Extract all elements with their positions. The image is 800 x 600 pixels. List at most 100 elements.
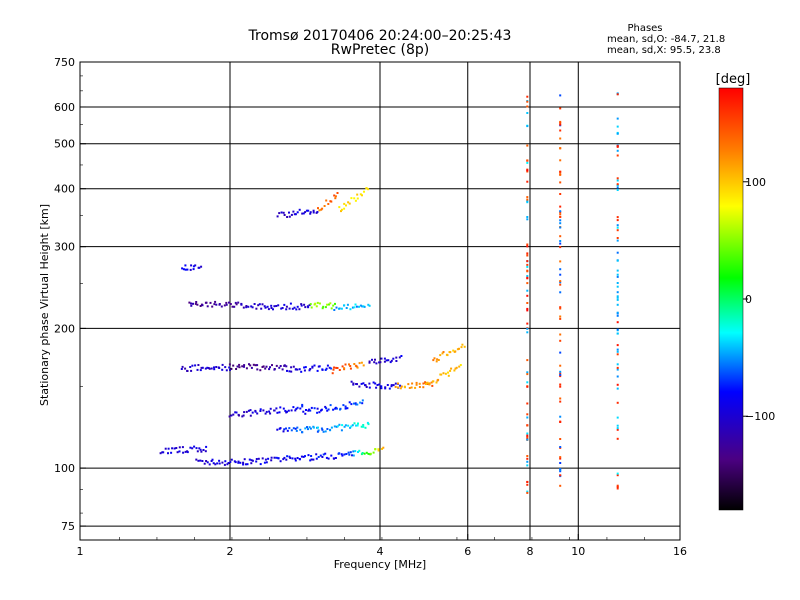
data-point: [285, 305, 288, 308]
data-point: [340, 210, 342, 213]
data-point: [526, 481, 529, 483]
data-point: [319, 454, 322, 457]
data-point: [381, 447, 383, 450]
data-point: [307, 209, 310, 212]
data-point: [250, 462, 253, 465]
data-point: [343, 453, 346, 456]
data-point: [218, 367, 221, 369]
data-point: [326, 303, 329, 306]
data-point: [361, 305, 364, 308]
data-point: [200, 265, 203, 268]
data-point: [356, 197, 359, 200]
data-point: [318, 209, 321, 212]
data-point: [321, 428, 324, 431]
data-point: [285, 458, 288, 461]
data-point: [292, 406, 295, 409]
data-point: [559, 147, 562, 150]
data-point: [221, 363, 224, 366]
data-point: [439, 354, 442, 357]
data-point: [295, 308, 298, 311]
data-point: [262, 365, 265, 368]
data-point: [229, 303, 232, 305]
data-point: [338, 206, 341, 209]
data-point: [335, 366, 338, 369]
data-point: [449, 369, 452, 372]
data-point: [290, 213, 293, 216]
data-point: [350, 380, 353, 383]
data-point: [616, 437, 619, 440]
data-point: [164, 447, 167, 450]
data-point: [352, 382, 355, 385]
data-point: [191, 364, 194, 367]
data-point: [447, 371, 449, 374]
y-tick-label: 400: [54, 183, 75, 196]
data-point: [277, 304, 280, 307]
data-point: [334, 197, 337, 200]
data-point: [286, 410, 288, 413]
data-point: [304, 412, 307, 415]
data-point: [357, 422, 359, 425]
data-point: [248, 363, 250, 366]
data-point: [377, 448, 380, 451]
data-point: [237, 301, 240, 304]
x-tick-label: 4: [377, 545, 384, 558]
data-point: [270, 456, 273, 459]
data-point: [559, 468, 562, 470]
data-point: [305, 409, 307, 411]
data-point: [252, 363, 255, 366]
data-point: [229, 461, 232, 463]
data-point: [184, 450, 187, 453]
data-point: [288, 427, 291, 430]
data-point: [290, 366, 293, 369]
data-point: [259, 463, 262, 466]
data-point: [328, 366, 331, 369]
data-point: [325, 456, 328, 459]
data-point: [365, 451, 368, 454]
data-point: [286, 369, 288, 372]
data-point: [214, 463, 217, 466]
data-point: [616, 251, 619, 254]
data-point: [616, 363, 619, 366]
data-point: [300, 304, 303, 307]
data-point: [199, 448, 202, 451]
data-point: [228, 415, 231, 418]
data-point: [559, 226, 562, 229]
data-point: [349, 365, 352, 367]
data-point: [616, 401, 619, 404]
data-point: [343, 304, 346, 307]
data-point: [362, 305, 365, 308]
data-point: [365, 386, 368, 388]
data-point: [616, 314, 619, 317]
data-point: [526, 424, 529, 427]
data-point: [206, 305, 209, 308]
data-point: [616, 269, 619, 272]
data-point: [190, 302, 192, 305]
data-point: [194, 302, 197, 305]
data-point: [559, 283, 562, 286]
data-point: [418, 382, 421, 385]
data-point: [388, 387, 391, 390]
data-point: [526, 169, 529, 172]
data-point: [559, 333, 562, 336]
data-point: [356, 383, 358, 386]
data-point: [327, 408, 330, 411]
data-point: [210, 367, 213, 370]
colorbar-tick-label: −100: [745, 410, 775, 423]
data-point: [559, 273, 562, 276]
data-point: [199, 305, 202, 307]
data-point: [296, 305, 299, 308]
data-point: [272, 308, 274, 311]
data-point: [283, 456, 286, 459]
data-point: [371, 358, 373, 361]
data-point: [302, 455, 305, 458]
data-point: [250, 459, 253, 462]
data-point: [340, 208, 343, 211]
data-point: [447, 374, 450, 377]
data-point: [450, 367, 453, 370]
data-point: [342, 404, 345, 407]
data-point: [341, 454, 344, 457]
data-point: [216, 462, 219, 465]
data-point: [359, 193, 362, 196]
data-point: [526, 180, 529, 183]
data-point: [290, 370, 293, 373]
